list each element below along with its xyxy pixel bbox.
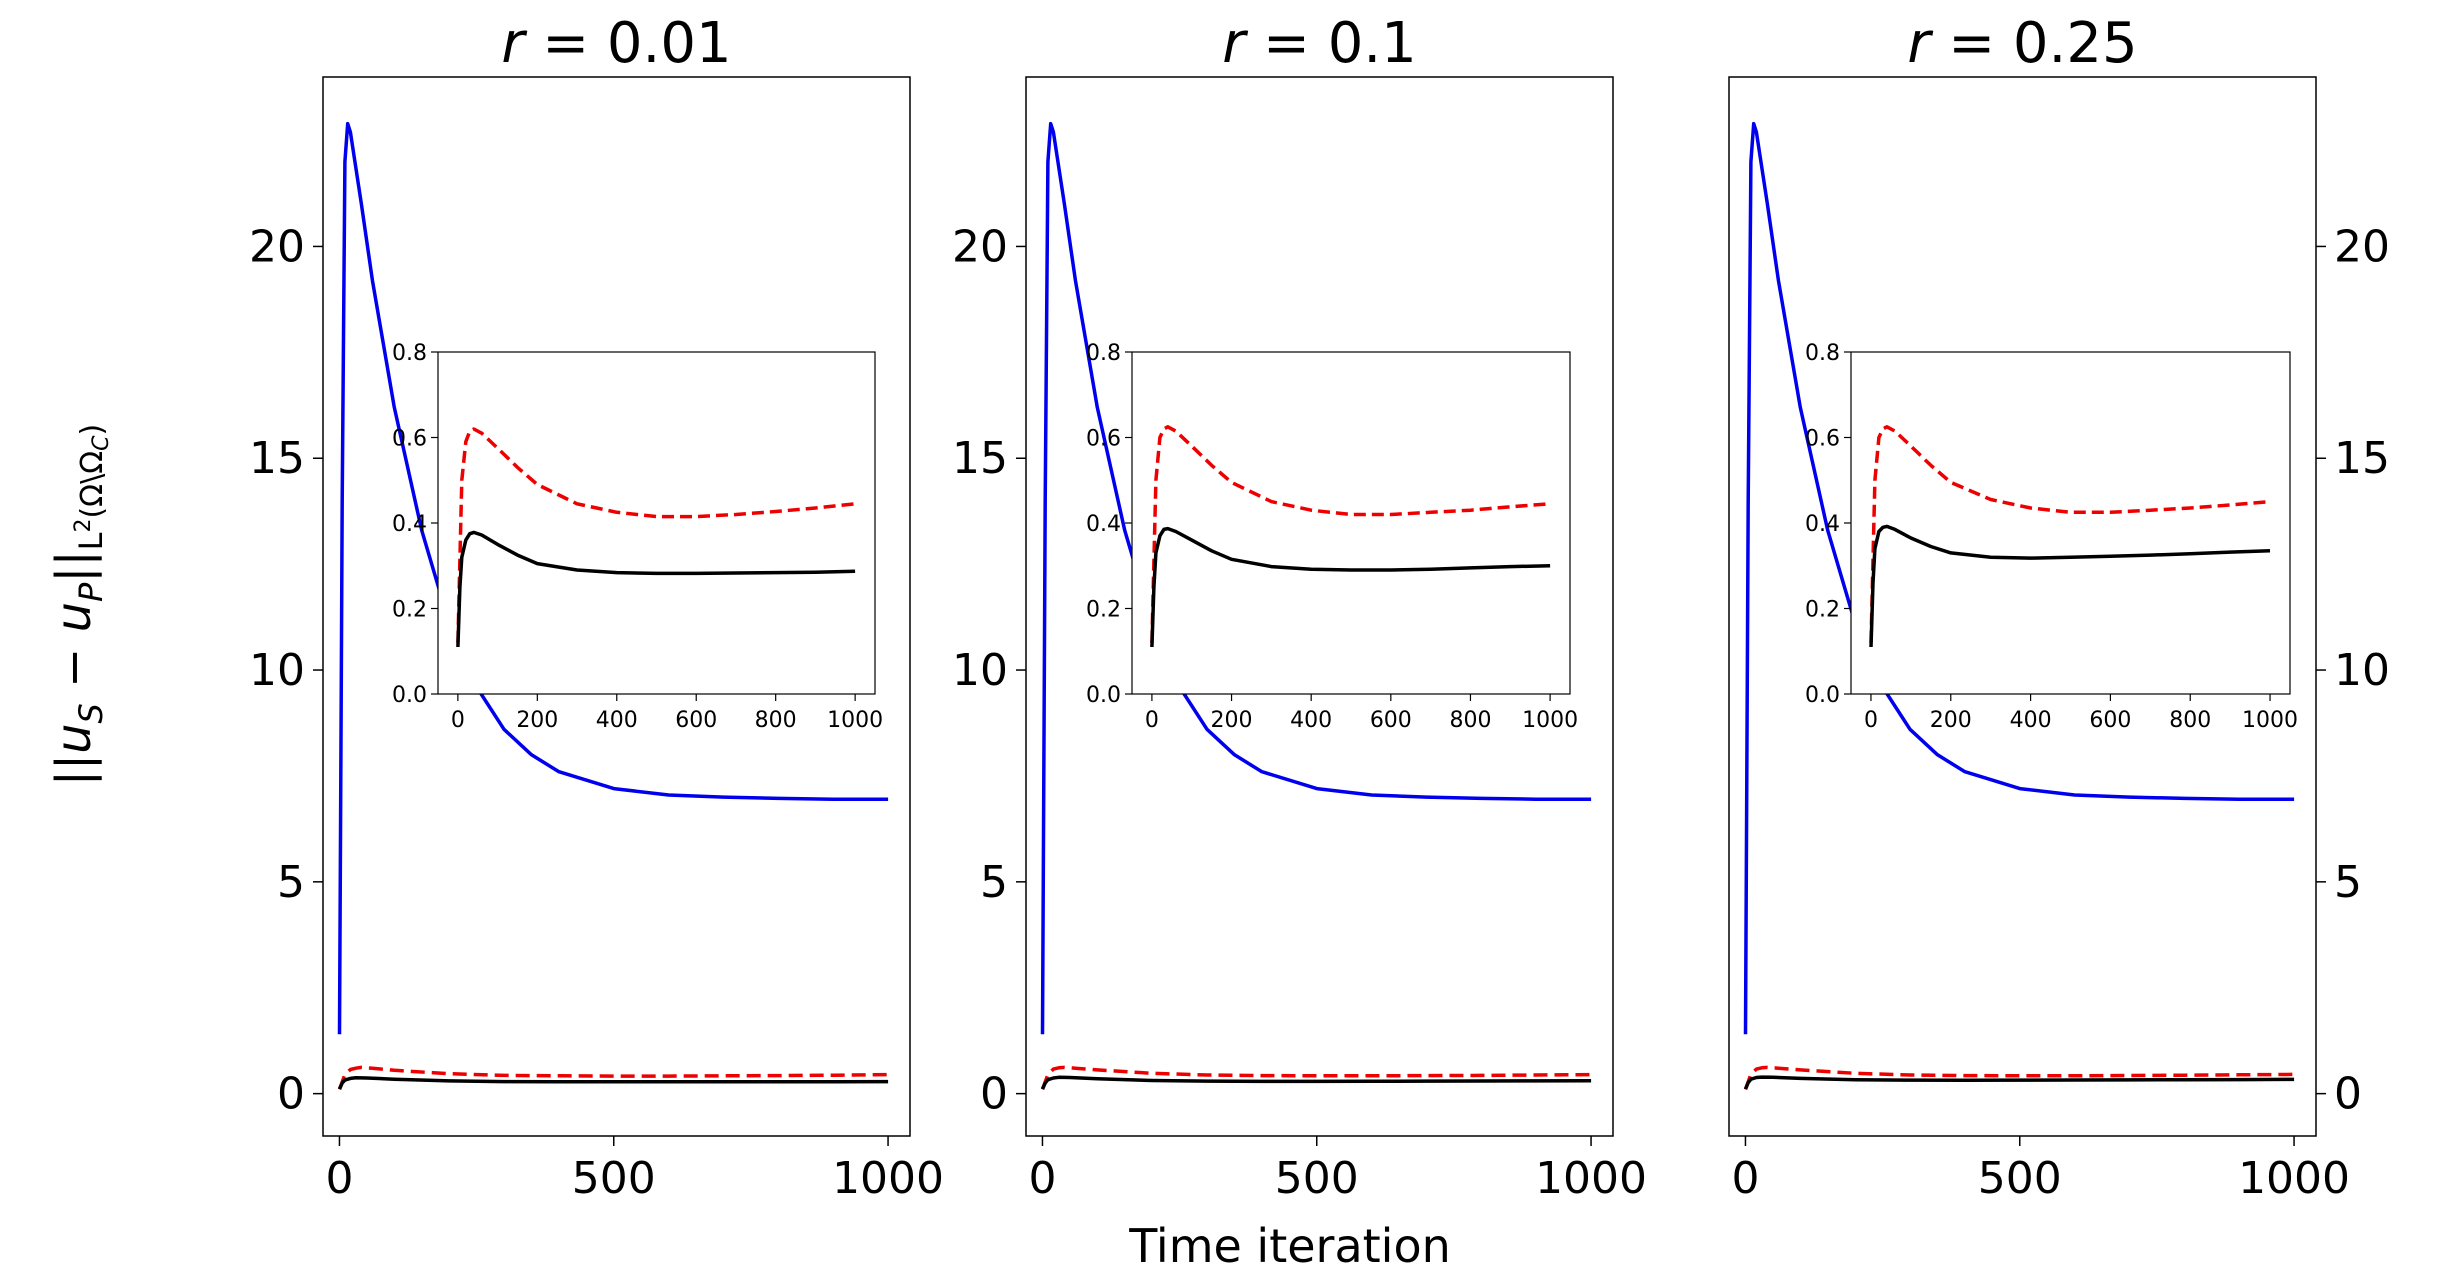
y-tick-label: 10 bbox=[952, 645, 1008, 696]
inset-y-tick-label: 0.8 bbox=[1086, 341, 1121, 366]
inset-background bbox=[1132, 352, 1570, 694]
inset-x-tick-label: 600 bbox=[1370, 708, 1412, 733]
inset-x-tick-label: 0 bbox=[451, 708, 465, 733]
inset-axes: 0 200 400 600 800 1000 0.0 0.2 0.4 0.6 0.8 bbox=[392, 341, 883, 733]
inset-x-tick-label: 600 bbox=[675, 708, 717, 733]
series-line-red bbox=[1040, 1065, 1592, 1090]
inset-x-tick-label: 400 bbox=[1290, 708, 1332, 733]
inset-background bbox=[438, 352, 875, 694]
x-tick-label: 0 bbox=[325, 1153, 353, 1204]
inset-x-tick-label: 1000 bbox=[1522, 708, 1578, 733]
inset-x-tick-label: 400 bbox=[596, 708, 638, 733]
inset-series-line-black bbox=[1150, 526, 1551, 648]
series-line-black bbox=[1743, 1075, 2295, 1090]
inset-y-tick-label: 0.2 bbox=[392, 598, 427, 623]
inset-y-tick-label: 0.2 bbox=[1086, 598, 1121, 623]
x-tick-label: 0 bbox=[1028, 1153, 1056, 1204]
inset-x-tick-label: 200 bbox=[1211, 708, 1253, 733]
y-tick-label: 20 bbox=[2334, 221, 2390, 272]
y-tick-label: 5 bbox=[277, 857, 305, 908]
inset-series-line-black bbox=[456, 530, 856, 648]
inset-x-tick-label: 800 bbox=[755, 708, 797, 733]
y-tick-label: 20 bbox=[249, 221, 305, 272]
inset-x-tick-label: 400 bbox=[2010, 708, 2052, 733]
series-line-red bbox=[337, 1065, 889, 1090]
inset-axes: 0 200 400 600 800 1000 0.0 0.2 0.4 0.6 0.8 bbox=[1086, 341, 1578, 733]
y-tick-label: 5 bbox=[980, 857, 1008, 908]
y-axis-label: ||uS − uP||L2(Ω\ΩC) bbox=[46, 424, 114, 786]
series-line-black bbox=[337, 1076, 889, 1090]
y-tick-label: 15 bbox=[952, 433, 1008, 484]
inset-x-tick-label: 200 bbox=[1930, 708, 1972, 733]
inset-axes: 0 200 400 600 800 1000 0.0 0.2 0.4 0.6 0.8 bbox=[1805, 341, 2298, 733]
x-tick-label: 500 bbox=[572, 1153, 656, 1204]
panel-title: r = 0.01 bbox=[501, 11, 731, 76]
y-tick-label: 15 bbox=[2334, 433, 2390, 484]
y-tick-label: 20 bbox=[952, 221, 1008, 272]
inset-y-tick-label: 0.4 bbox=[1805, 512, 1840, 537]
inset-y-tick-label: 0.8 bbox=[1805, 341, 1840, 366]
inset-y-tick-label: 0.0 bbox=[1086, 683, 1121, 708]
x-tick-label: 500 bbox=[1978, 1153, 2062, 1204]
y-tick-label: 5 bbox=[2334, 857, 2362, 908]
panel-title: r = 0.1 bbox=[1222, 11, 1417, 76]
inset-x-tick-label: 200 bbox=[516, 708, 558, 733]
panel-title: r = 0.25 bbox=[1907, 11, 2137, 76]
axes-frame bbox=[322, 76, 911, 1137]
y-tick-label: 10 bbox=[2334, 645, 2390, 696]
x-tick-label: 500 bbox=[1275, 1153, 1359, 1204]
inset-y-tick-label: 0.6 bbox=[1805, 427, 1840, 452]
inset-x-tick-label: 1000 bbox=[2242, 708, 2298, 733]
inset-y-tick-label: 0.8 bbox=[392, 341, 427, 366]
x-tick-label: 1000 bbox=[2238, 1153, 2350, 1204]
y-tick-label: 10 bbox=[249, 645, 305, 696]
inset-x-tick-label: 1000 bbox=[827, 708, 883, 733]
x-tick-label: 0 bbox=[1731, 1153, 1759, 1204]
x-axis-label: Time iteration bbox=[1128, 1219, 1451, 1273]
inset-background bbox=[1851, 352, 2290, 694]
series-line-red bbox=[1743, 1065, 2295, 1090]
inset-x-tick-label: 0 bbox=[1864, 708, 1878, 733]
inset-x-tick-label: 0 bbox=[1145, 708, 1159, 733]
x-tick-label: 1000 bbox=[1535, 1153, 1647, 1204]
inset-y-tick-label: 0.6 bbox=[392, 427, 427, 452]
x-tick-label: 1000 bbox=[832, 1153, 944, 1204]
inset-y-tick-label: 0.0 bbox=[392, 683, 427, 708]
inset-x-tick-label: 800 bbox=[2169, 708, 2211, 733]
svg-text:||uS − uP||L2(Ω\ΩC): ||uS − uP||L2(Ω\ΩC) bbox=[46, 424, 114, 786]
inset-y-tick-label: 0.2 bbox=[1805, 598, 1840, 623]
inset-series-line-red bbox=[456, 427, 856, 643]
inset-x-tick-label: 600 bbox=[2089, 708, 2131, 733]
inset-y-tick-label: 0.6 bbox=[1086, 427, 1121, 452]
inset-x-tick-label: 800 bbox=[1449, 708, 1491, 733]
inset-series-line-black bbox=[1869, 524, 2271, 648]
y-tick-label: 15 bbox=[249, 433, 305, 484]
inset-y-tick-label: 0.4 bbox=[392, 512, 427, 537]
inset-series-line-red bbox=[1150, 425, 1551, 643]
y-tick-label: 0 bbox=[980, 1069, 1008, 1120]
axes-frame bbox=[1728, 76, 2317, 1137]
inset-y-tick-label: 0.0 bbox=[1805, 683, 1840, 708]
inset-y-tick-label: 0.4 bbox=[1086, 512, 1121, 537]
y-tick-label: 0 bbox=[277, 1069, 305, 1120]
series-line-black bbox=[1040, 1075, 1592, 1090]
axes-frame bbox=[1025, 76, 1614, 1137]
y-tick-label: 0 bbox=[2334, 1069, 2362, 1120]
